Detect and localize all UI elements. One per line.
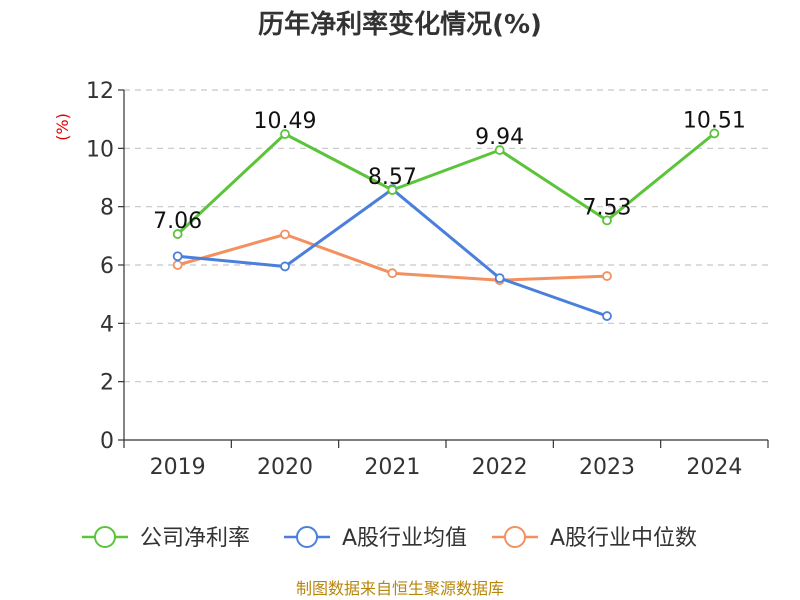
data-label-2023: 7.53 — [583, 195, 632, 220]
series-0-point-2020 — [280, 129, 290, 139]
series-2-point-2020 — [280, 229, 290, 240]
legend-marker-1 — [296, 526, 318, 548]
series-0-point-2022 — [494, 145, 505, 155]
series-0-point-2024 — [709, 128, 720, 139]
axes: 0 2 4 6 8 10 12 2019 2020 2021 2022 2023 2024 — [86, 79, 769, 480]
grid-lines — [124, 89, 768, 383]
y-tick-label-2: 2 — [100, 371, 114, 396]
series-2-point-2021 — [387, 268, 398, 279]
y-tick-label-12: 12 — [86, 79, 114, 104]
series-0-point-2019 — [172, 229, 183, 239]
legend-label-1: A股行业均值 — [342, 526, 467, 551]
y-axis-unit: (%) — [53, 113, 72, 141]
series-1-point-2023 — [602, 311, 612, 321]
legend-marker-2 — [504, 526, 526, 548]
x-tick-label-2021: 2021 — [364, 455, 420, 480]
data-label-2021: 8.57 — [368, 165, 417, 190]
chart-title: 历年净利率变化情况(%) — [258, 9, 542, 40]
data-label-2024: 10.51 — [683, 108, 746, 133]
series-1-point-2020 — [280, 261, 290, 272]
source-note: 制图数据来自恒生聚源数据库 — [296, 579, 504, 598]
data-labels: 7.06 10.49 8.57 9.94 7.53 10.51 — [153, 108, 746, 234]
y-tick-label-4: 4 — [100, 312, 114, 337]
series-0-point-2023 — [602, 215, 612, 226]
y-tick-label-6: 6 — [100, 254, 114, 279]
y-tick-label-10: 10 — [86, 137, 114, 162]
x-tick-label-2022: 2022 — [472, 455, 528, 480]
x-tick-label-2020: 2020 — [257, 455, 313, 480]
data-label-2022: 9.94 — [475, 125, 524, 150]
legend: 公司净利率 A股行业均值 A股行业中位数 — [82, 526, 697, 551]
series-layer — [172, 128, 720, 321]
legend-label-0: 公司净利率 — [140, 526, 250, 551]
series-0-point-2021 — [387, 185, 398, 195]
x-tick-label-2024: 2024 — [686, 455, 742, 480]
series-line-0 — [176, 132, 716, 236]
x-tick-label-2019: 2019 — [150, 455, 206, 480]
series-1-point-2019 — [172, 251, 183, 262]
series-line-1 — [177, 187, 608, 318]
series-1-point-2022 — [494, 273, 505, 284]
data-label-2020: 10.49 — [254, 109, 317, 134]
legend-marker-0 — [94, 526, 116, 548]
data-label-2019: 7.06 — [153, 209, 202, 234]
y-tick-label-0: 0 — [100, 429, 114, 454]
x-tick-label-2023: 2023 — [579, 455, 635, 480]
series-2-point-2019 — [172, 260, 183, 270]
y-tick-label-8: 8 — [100, 196, 114, 221]
legend-label-2: A股行业中位数 — [550, 526, 697, 551]
series-2-point-2023 — [602, 271, 612, 281]
